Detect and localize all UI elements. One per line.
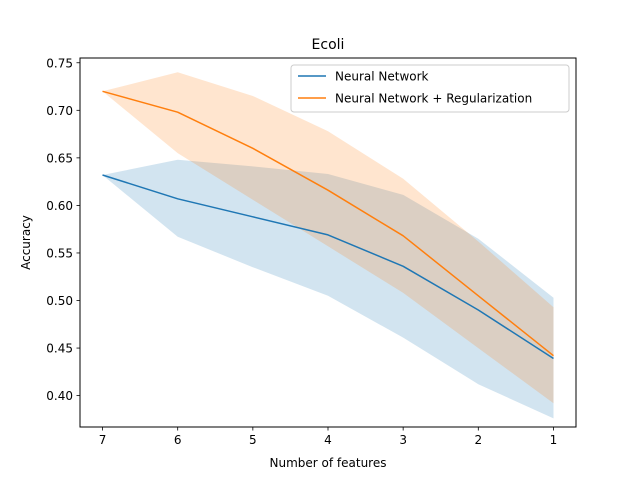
y-tick-label: 0.40 xyxy=(46,389,73,403)
y-tick-label: 0.50 xyxy=(46,294,73,308)
y-tick-label: 0.45 xyxy=(46,342,73,356)
x-axis-title: Number of features xyxy=(270,456,387,470)
y-axis-title: Accuracy xyxy=(19,215,33,270)
y-tick-label: 0.60 xyxy=(46,199,73,213)
chart-title: Ecoli xyxy=(312,37,345,53)
x-tick-label: 2 xyxy=(474,433,482,447)
x-tick-label: 5 xyxy=(249,433,257,447)
y-tick-label: 0.55 xyxy=(46,246,73,260)
x-tick-label: 7 xyxy=(99,433,107,447)
legend-label-series-2: Neural Network + Regularization xyxy=(335,92,532,106)
line-series-1 xyxy=(102,174,554,360)
y-axis-ticks: 0.40 0.45 0.50 0.55 0.60 0.65 0.70 0.75 xyxy=(46,56,80,403)
x-tick-label: 6 xyxy=(174,433,182,447)
series-lines xyxy=(102,90,554,360)
band-series-2 xyxy=(102,72,554,404)
x-tick-label: 3 xyxy=(399,433,407,447)
legend: Neural Network Neural Network + Regulariz… xyxy=(290,64,570,113)
x-axis-ticks: 7 6 5 4 3 2 1 xyxy=(99,427,558,447)
line-series-2 xyxy=(102,90,554,357)
legend-label-series-1: Neural Network xyxy=(335,70,429,84)
y-tick-label: 0.70 xyxy=(46,104,73,118)
confidence-bands xyxy=(102,72,554,419)
x-tick-label: 1 xyxy=(550,433,558,447)
band-series-1 xyxy=(102,159,554,419)
y-tick-label: 0.65 xyxy=(46,151,73,165)
legend-box xyxy=(290,64,570,113)
y-tick-label: 0.75 xyxy=(46,56,73,70)
x-tick-label: 4 xyxy=(324,433,332,447)
